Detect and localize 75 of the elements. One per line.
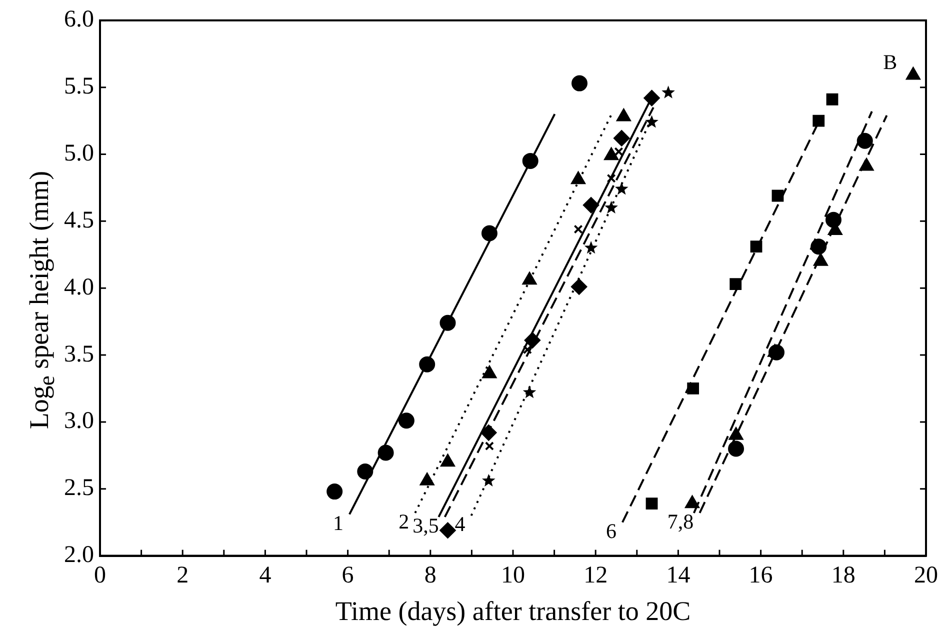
point [571,75,588,92]
point [856,132,873,149]
point [616,108,631,122]
series-label: 1 [332,510,344,535]
point [584,240,598,254]
point [522,152,538,169]
x-tick-label: 18 [831,562,856,588]
x-tick-label: 2 [176,562,189,588]
x-tick-label: 14 [666,562,690,588]
point [645,115,658,128]
point [614,182,628,195]
point [810,238,827,255]
point [687,382,700,394]
point [644,90,660,106]
point [614,130,630,146]
y-tick-label: 4.0 [64,274,94,300]
x-tick-label: 4 [259,562,272,588]
point [906,67,920,80]
series-label: 3,5 [412,514,439,538]
series-label: 6 [606,518,616,543]
y-tick-label: 3.5 [64,341,94,368]
point [583,197,600,214]
point [378,444,394,461]
point [826,93,838,106]
point [614,147,624,156]
point [812,114,825,127]
annotation: B [883,50,898,74]
x-tick-label: 12 [584,562,608,588]
y-tick-label: 5.5 [64,74,94,100]
x-tick-label: 10 [501,562,525,588]
x-tick-label: 16 [748,562,773,588]
point [604,148,618,160]
point [522,386,536,398]
point [440,522,456,538]
point [522,272,537,285]
point [398,412,414,429]
y-tick-label: 4.5 [64,207,94,234]
y-tick-label: 5.0 [64,140,94,167]
point [419,356,436,372]
point [571,172,586,184]
y-tick-label: 3.0 [64,408,94,434]
x-axis-title: Time (days) after transfer to 20C [335,596,691,626]
point [484,442,494,451]
point [750,240,762,253]
point [662,86,675,98]
point [768,344,784,360]
series-label: 4 [454,512,466,536]
point [728,440,744,457]
point [524,332,540,348]
x-tick-label: 0 [94,562,106,588]
point [440,314,456,331]
point [646,498,658,510]
x-tick-label: 6 [342,562,354,588]
point [522,345,532,354]
point [326,484,343,500]
y-tick-label: 2.5 [64,475,94,502]
point [859,158,874,171]
point [357,463,374,480]
point [825,212,842,228]
point [604,200,618,214]
x-tick-label: 8 [424,562,436,588]
series-label: 2 [398,509,410,534]
point [606,174,616,183]
point [482,474,496,487]
y-tick-label: 6.0 [64,6,94,33]
y-tick-label: 2.0 [64,542,94,568]
point [571,278,588,295]
point [730,278,742,290]
x-tick-label: 20 [914,562,938,588]
series-label: 7,8 [667,509,694,534]
point [481,225,498,242]
point [814,253,828,266]
point [574,224,583,234]
point [772,190,784,202]
point [480,424,497,441]
